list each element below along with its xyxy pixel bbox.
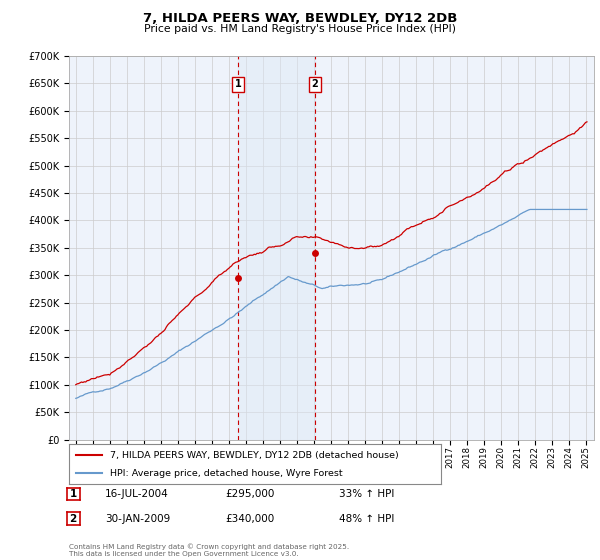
Text: £340,000: £340,000	[225, 514, 274, 524]
Text: Contains HM Land Registry data © Crown copyright and database right 2025.
This d: Contains HM Land Registry data © Crown c…	[69, 544, 349, 557]
Text: 48% ↑ HPI: 48% ↑ HPI	[339, 514, 394, 524]
Text: 16-JUL-2004: 16-JUL-2004	[105, 489, 169, 499]
Text: 1: 1	[235, 80, 241, 90]
Text: 1: 1	[70, 489, 77, 499]
Text: Price paid vs. HM Land Registry's House Price Index (HPI): Price paid vs. HM Land Registry's House …	[144, 24, 456, 34]
Text: 2: 2	[70, 514, 77, 524]
Bar	[238, 56, 315, 440]
Text: £295,000: £295,000	[225, 489, 274, 499]
Text: 7, HILDA PEERS WAY, BEWDLEY, DY12 2DB (detached house): 7, HILDA PEERS WAY, BEWDLEY, DY12 2DB (d…	[110, 451, 398, 460]
Text: 33% ↑ HPI: 33% ↑ HPI	[339, 489, 394, 499]
Text: 30-JAN-2009: 30-JAN-2009	[105, 514, 170, 524]
Text: 7, HILDA PEERS WAY, BEWDLEY, DY12 2DB: 7, HILDA PEERS WAY, BEWDLEY, DY12 2DB	[143, 12, 457, 25]
Text: 2: 2	[311, 80, 319, 90]
Text: HPI: Average price, detached house, Wyre Forest: HPI: Average price, detached house, Wyre…	[110, 469, 343, 478]
